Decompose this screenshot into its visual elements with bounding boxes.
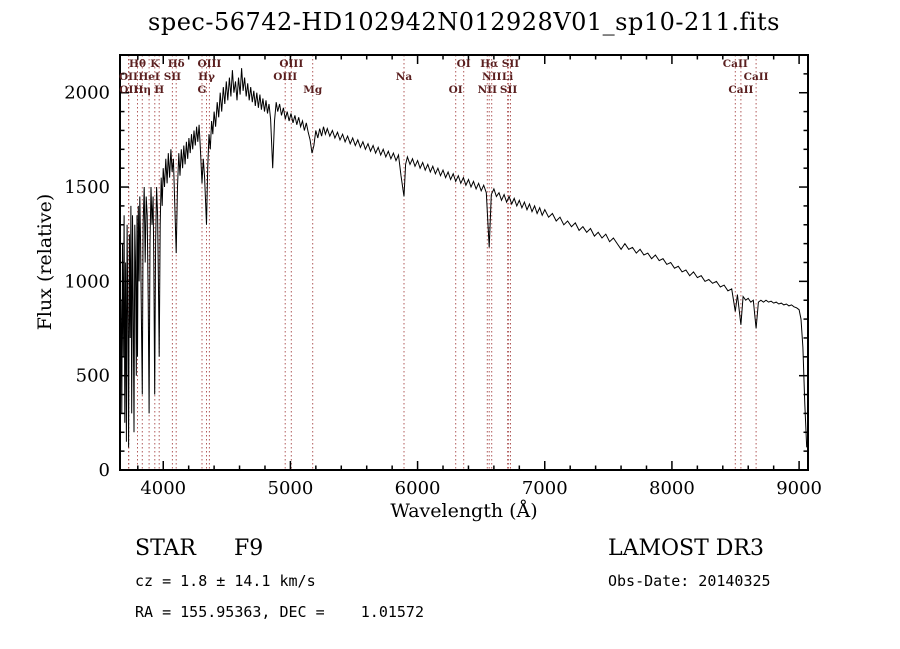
- spectral-line-label: H: [154, 84, 164, 96]
- x-axis-label: Wavelength (Å): [390, 500, 538, 522]
- spectral-line-label: G: [198, 84, 207, 96]
- spectral-line-label: HeI: [138, 71, 160, 83]
- spectral-line-label: Hα: [480, 58, 498, 70]
- spectral-line-label: CaII: [744, 71, 769, 83]
- spectral-line-markers: [128, 55, 757, 470]
- spectral-line-label: OII: [119, 71, 138, 83]
- spectral-line-label: Hγ: [198, 71, 215, 83]
- x-tick-label: 5000: [268, 478, 314, 499]
- spectral-line-label: Mg: [303, 84, 323, 96]
- spectral-line-label: Hθ: [129, 58, 146, 70]
- spectral-line-label: CaII: [728, 84, 753, 96]
- spectral-line-label: NII: [478, 84, 498, 96]
- redshift-velocity: cz = 1.8 ± 14.1 km/s: [135, 572, 316, 590]
- axis-ticks: [120, 55, 808, 471]
- spectral-line-label: NII: [482, 71, 502, 83]
- spectral-line-label: K: [150, 58, 160, 70]
- y-axis-label: Flux (relative): [34, 193, 56, 331]
- x-tick-label: 6000: [395, 478, 441, 499]
- spectral-line-label: SII: [500, 84, 517, 96]
- spectral-line-label: Hη: [134, 84, 152, 96]
- spectral-line-label: OIII: [197, 58, 221, 70]
- y-tick-label: 2000: [64, 83, 110, 104]
- spectral-line-label: OII: [119, 84, 138, 96]
- ra-dec-coordinates: RA = 155.95363, DEC = 1.01572: [135, 603, 424, 621]
- y-tick-label: 1500: [64, 177, 110, 198]
- spectrum-plot-svg: 4000 5000 6000 7000 8000 9000 0 500 1000 1500 2000…: [64, 54, 822, 499]
- object-subclass: F9: [234, 536, 264, 561]
- spectral-line-label: SII: [164, 71, 181, 83]
- flux-spectrum-trace: [119, 68, 808, 448]
- spectral-line-label: OI: [449, 84, 463, 96]
- spectral-line-label: Hδ: [168, 58, 185, 70]
- spectral-line-label: OIII: [279, 58, 303, 70]
- x-tick-label: 4000: [140, 478, 186, 499]
- x-tick-label: 9000: [776, 478, 822, 499]
- classification-line: STAR F9: [135, 536, 263, 561]
- y-tick-label: 0: [99, 460, 110, 481]
- spectral-line-label: SII: [502, 58, 519, 70]
- spectral-line-label: CaII: [723, 58, 748, 70]
- spectral-line-label: Li: [502, 71, 513, 83]
- x-tick-label: 7000: [522, 478, 568, 499]
- spectral-line-label: OIII: [273, 71, 297, 83]
- object-class: STAR: [135, 536, 196, 561]
- spectral-line-label: Na: [396, 71, 413, 83]
- spectral-line-label: OI: [457, 58, 471, 70]
- survey-name: LAMOST DR3: [608, 536, 764, 561]
- plot-title: spec-56742-HD102942N012928V01_sp10-211.f…: [148, 8, 780, 36]
- y-tick-label: 1000: [64, 271, 110, 292]
- observation-date: Obs-Date: 20140325: [608, 572, 771, 590]
- x-tick-label: 8000: [649, 478, 695, 499]
- y-tick-label: 500: [76, 366, 110, 387]
